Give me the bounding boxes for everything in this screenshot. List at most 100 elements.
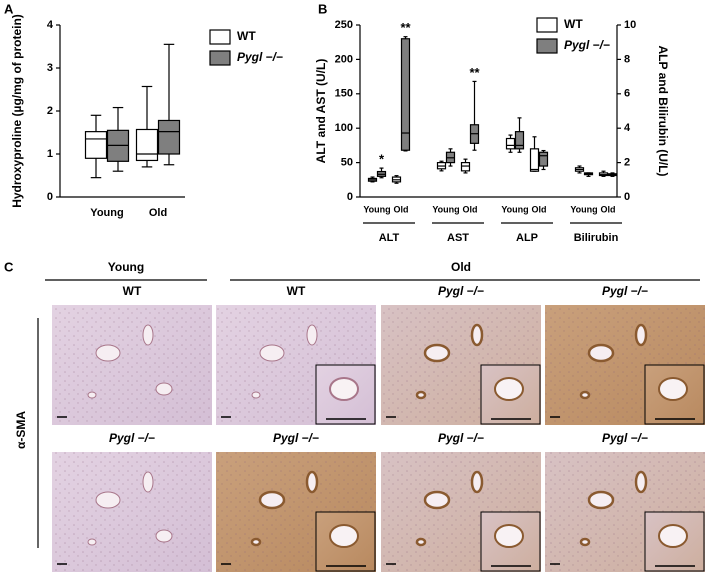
inset-vessel xyxy=(658,377,688,401)
group-label: ALP xyxy=(516,232,538,244)
x-tick-label: Young xyxy=(501,204,528,214)
x-tick-label: Young xyxy=(363,204,390,214)
x-tick-label: Old xyxy=(149,207,167,219)
image-label: Pygl −/− xyxy=(273,431,319,445)
vessel xyxy=(470,470,484,494)
y-axis-title: Hydroxyproline (µg/mg of protein) xyxy=(10,14,24,208)
image-label: Pygl −/− xyxy=(109,431,155,445)
legend-label: Pygl −/− xyxy=(237,50,283,64)
y-tick-label: 0 xyxy=(347,191,353,203)
vessel xyxy=(579,390,591,400)
inset-vessel xyxy=(494,524,524,548)
y-tick-label: 8 xyxy=(624,53,630,65)
y-tick-label: 0 xyxy=(47,191,53,203)
y-axis-title: ALT and AST (U/L) xyxy=(314,59,328,164)
annotation: ** xyxy=(400,20,411,35)
image-label: WT xyxy=(287,284,306,298)
y-tick-label: 6 xyxy=(624,88,630,100)
x-tick-label: Old xyxy=(601,204,616,214)
vessel xyxy=(258,490,286,510)
legend-swatch xyxy=(536,38,558,54)
vessel xyxy=(250,537,262,547)
legend-label: Pygl −/− xyxy=(564,38,610,52)
y2-axis-title: ALP and Bilirubin (U/L) xyxy=(656,45,670,176)
legend-label: WT xyxy=(237,29,256,43)
vessel xyxy=(415,390,427,400)
micrograph-texture xyxy=(52,452,212,572)
legend-swatch xyxy=(536,17,558,33)
vessel xyxy=(155,382,173,396)
vessel xyxy=(87,391,97,399)
box xyxy=(135,128,159,162)
y-tick-label: 10 xyxy=(624,19,636,31)
y-tick-label: 200 xyxy=(335,53,353,65)
vessel xyxy=(423,490,451,510)
legend-swatch xyxy=(209,29,231,45)
box xyxy=(84,131,108,159)
vessel xyxy=(142,471,154,493)
column-group-label: Young xyxy=(108,260,144,274)
y-tick-label: 2 xyxy=(624,157,630,169)
y-tick-label: 1 xyxy=(47,148,53,160)
vessel xyxy=(423,343,451,363)
image-label: Pygl −/− xyxy=(602,431,648,445)
inset-vessel xyxy=(494,377,524,401)
panel-label: A xyxy=(4,1,14,16)
y-tick-label: 3 xyxy=(47,62,53,74)
vessel xyxy=(95,491,121,509)
vessel xyxy=(415,537,427,547)
x-tick-label: Old xyxy=(532,204,547,214)
y-tick-label: 2 xyxy=(47,105,53,117)
vessel xyxy=(251,391,261,399)
y-tick-label: 50 xyxy=(341,157,353,169)
vessel xyxy=(634,470,648,494)
vessel xyxy=(634,323,648,347)
image-label: Pygl −/− xyxy=(438,284,484,298)
panel-label: B xyxy=(318,1,327,16)
annotation: * xyxy=(379,152,385,167)
x-tick-label: Old xyxy=(463,204,478,214)
y-tick-label: 0 xyxy=(624,191,630,203)
row-label: α-SMA xyxy=(14,411,28,449)
group-label: ALT xyxy=(379,232,400,244)
column-group-label: Old xyxy=(451,260,471,274)
vessel xyxy=(579,537,591,547)
group-label: Bilirubin xyxy=(574,232,619,244)
vessel xyxy=(87,538,97,546)
image-label: Pygl −/− xyxy=(438,431,484,445)
annotation: ** xyxy=(469,65,480,80)
x-tick-label: Old xyxy=(394,204,409,214)
micrograph-texture xyxy=(52,305,212,425)
box xyxy=(460,162,471,172)
vessel xyxy=(587,343,615,363)
box xyxy=(529,148,540,172)
inset-vessel xyxy=(329,524,359,548)
box xyxy=(505,137,516,150)
y-tick-label: 4 xyxy=(47,19,54,31)
x-tick-label: Young xyxy=(432,204,459,214)
vessel xyxy=(587,490,615,510)
y-tick-label: 150 xyxy=(335,88,353,100)
box xyxy=(514,131,525,150)
legend-label: WT xyxy=(564,17,583,31)
vessel xyxy=(142,324,154,346)
image-label: WT xyxy=(123,284,142,298)
vessel xyxy=(306,324,318,346)
panel-label: C xyxy=(4,259,14,274)
y-tick-label: 100 xyxy=(335,122,353,134)
vessel xyxy=(305,470,319,494)
image-label: Pygl −/− xyxy=(602,284,648,298)
y-tick-label: 250 xyxy=(335,19,353,31)
vessel xyxy=(470,323,484,347)
group-label: AST xyxy=(447,232,469,244)
inset-vessel xyxy=(329,377,359,401)
y-tick-label: 4 xyxy=(624,122,631,134)
legend-swatch xyxy=(209,50,231,66)
box xyxy=(400,38,411,151)
inset-vessel xyxy=(658,524,688,548)
box xyxy=(538,151,549,167)
box xyxy=(157,119,181,155)
vessel xyxy=(95,344,121,362)
vessel xyxy=(155,529,173,543)
